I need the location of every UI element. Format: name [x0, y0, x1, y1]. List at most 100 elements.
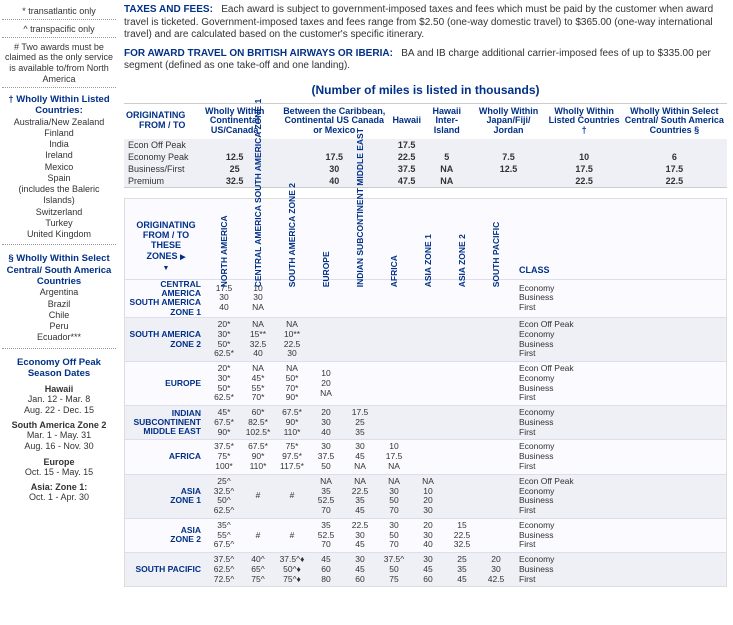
t2-cell: # [241, 474, 275, 518]
listed-countries-head: † Wholly Within Listed Countries: [2, 90, 116, 117]
t2-class-cell: Econ Off PeakEconomyBusinessFirst [513, 474, 726, 518]
t2-cell: 1020NA [309, 362, 343, 406]
t2-cell [479, 518, 513, 552]
t1-cell: 25 [191, 163, 278, 175]
season-head: Economy Off Peak Season Dates [2, 353, 116, 380]
country-item: Brazil [2, 299, 116, 310]
t2-class-cell: EconomyBusinessFirst [513, 553, 726, 587]
t2-cell: NA22.53545 [343, 474, 377, 518]
t1-cell: 22.5 [547, 175, 622, 188]
ba-fees-block: FOR AWARD TRAVEL ON BRITISH AIRWAYS OR I… [124, 48, 727, 73]
t2-cell: 456080 [309, 553, 343, 587]
zone-chart: ORIGINATINGFROM / TOTHESEZONES ▶▼NORTH A… [125, 199, 726, 586]
t1-row-label: Economy Peak [124, 151, 191, 163]
t2-cell: # [275, 518, 309, 552]
t1-col-header: Wholly Within Select Central/ South Amer… [622, 103, 727, 139]
award-table-1: ORIGINATINGFROM / TOWholly Within Contin… [124, 103, 727, 189]
t2-cell: 37.5^62.5^72.5^ [207, 553, 241, 587]
t1-cell: 22.5 [390, 151, 423, 163]
t1-cell: 32.5 [191, 175, 278, 188]
t2-class-cell: Econ Off PeakEconomyBusinessFirst [513, 318, 726, 362]
season-date: Mar. 1 - May. 31 [2, 430, 116, 441]
t2-cell: 20*30*50*62.5* [207, 318, 241, 362]
taxes-fees-block: TAXES AND FEES: Each award is subject to… [124, 4, 727, 42]
t2-cell: 203040 [309, 406, 343, 440]
t2-cell: NA102030 [411, 474, 445, 518]
season-date: Jan. 12 - Mar. 8 [2, 394, 116, 405]
t2-region-label: CENTRAL AMERICASOUTH AMERICAZONE 1 [125, 279, 207, 317]
t2-cell: # [275, 474, 309, 518]
taxes-lead: TAXES AND FEES: [124, 4, 213, 15]
t1-row-label: Econ Off Peak [124, 139, 191, 151]
t2-cell [343, 318, 377, 362]
left-sidebar: * transatlantic only ^ transpacific only #… [0, 0, 118, 591]
t2-cell: 305070 [377, 518, 411, 552]
t2-cell [479, 406, 513, 440]
t2-zone-header: SOUTH AMERICA ZONE 2 [275, 199, 309, 279]
t2-cell: 253545 [445, 553, 479, 587]
t2-cell: 37.5*75*100* [207, 440, 241, 474]
t2-cell [309, 318, 343, 362]
country-item: (includes the Baleric Islands) [2, 184, 116, 207]
t2-zone-header: CENTRAL AMERICA SOUTH AMERICA ZONE 1 [241, 199, 275, 279]
t1-row-label: Premium [124, 175, 191, 188]
t2-cell [445, 406, 479, 440]
t2-cell: 35^55^67.5^ [207, 518, 241, 552]
t1-cell: 30 [278, 163, 390, 175]
t1-cell [191, 139, 278, 151]
t1-cell [278, 139, 390, 151]
t1-cell: 10 [547, 151, 622, 163]
t2-cell: 20*30*50*62.5* [207, 362, 241, 406]
t2-class-cell: EconomyBusinessFirst [513, 440, 726, 474]
t2-cell: NA10**22.530 [275, 318, 309, 362]
t2-class-cell: EconomyBusinessFirst [513, 518, 726, 552]
t2-cell [445, 440, 479, 474]
t2-cell: NA45*55*70* [241, 362, 275, 406]
season-label: Europe [2, 457, 116, 467]
t1-cell: 17.5 [390, 139, 423, 151]
t1-col-header: Wholly Within Listed Countries † [547, 103, 622, 139]
t1-cell: 17.5 [547, 163, 622, 175]
season-label: South America Zone 2 [2, 420, 116, 430]
country-item: Finland [2, 128, 116, 139]
t2-cell: 1017.5NA [377, 440, 411, 474]
t2-zone-header: AFRICA [377, 199, 411, 279]
t2-region-label: EUROPE [125, 362, 207, 406]
t1-cell: 37.5 [390, 163, 423, 175]
t2-class-cell: EconomyBusinessFirst [513, 279, 726, 317]
season-date: Oct. 1 - Apr. 30 [2, 492, 116, 503]
t2-cell: 304560 [411, 553, 445, 587]
country-item: Chile [2, 310, 116, 321]
t2-cell: 60*82.5*102.5* [241, 406, 275, 440]
t1-cell: 6 [622, 151, 727, 163]
t2-cell: 40^65^75^ [241, 553, 275, 587]
t1-cell: NA [423, 163, 471, 175]
t2-zone-header: ASIA ZONE 1 [411, 199, 445, 279]
footnote: * transatlantic only [2, 4, 116, 20]
t1-col-header: Wholly Within Continental US/Canada [191, 103, 278, 139]
t2-cell [377, 362, 411, 406]
season-date: Aug. 22 - Dec. 15 [2, 405, 116, 416]
t1-cell: 22.5 [622, 175, 727, 188]
t2-cell: 75*97.5*117.5* [275, 440, 309, 474]
t2-region-label: ASIAZONE 1 [125, 474, 207, 518]
t2-cell: 45*67.5*90* [207, 406, 241, 440]
page: * transatlantic only ^ transpacific only #… [0, 0, 733, 591]
season-label: Asia: Zone 1: [2, 482, 116, 492]
t1-cell: 7.5 [471, 151, 547, 163]
t2-class-header: CLASS [513, 199, 726, 279]
t2-corner: ORIGINATINGFROM / TOTHESEZONES ▶▼ [125, 199, 207, 279]
t2-cell [411, 440, 445, 474]
t2-cell: 203040 [411, 518, 445, 552]
footnote: ^ transpacific only [2, 22, 116, 38]
country-item: Switzerland [2, 207, 116, 218]
country-item: Peru [2, 321, 116, 332]
t2-region-label: ASIAZONE 2 [125, 518, 207, 552]
footnote: # Two awards must be claimed as the only… [2, 40, 116, 88]
t2-region-label: INDIAN SUBCONTINENTMIDDLE EAST [125, 406, 207, 440]
country-item: India [2, 139, 116, 150]
t2-cell: NA50*70*90* [275, 362, 309, 406]
t1-cell: 17.5 [278, 151, 390, 163]
t2-cell [411, 318, 445, 362]
t2-cell: 67.5*90*110* [275, 406, 309, 440]
